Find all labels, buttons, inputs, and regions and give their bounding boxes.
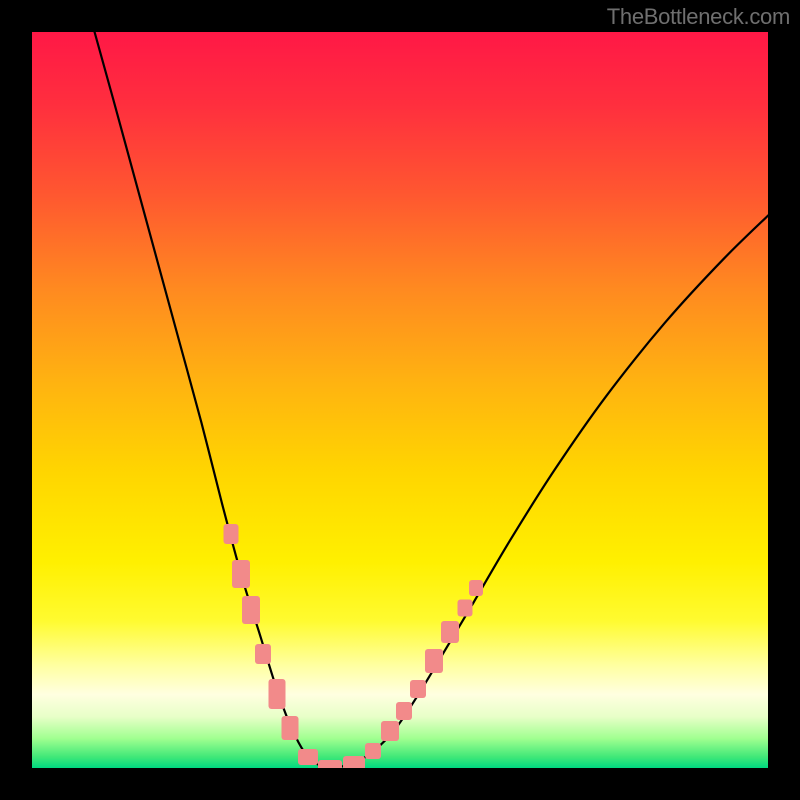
data-marker [381,721,399,741]
data-marker [318,760,342,768]
watermark-text: TheBottleneck.com [607,4,790,30]
data-marker [298,749,318,765]
data-marker [232,560,250,588]
curve-layer [32,32,768,768]
data-marker [281,716,298,740]
data-marker [441,621,459,643]
data-marker [242,596,260,624]
data-marker [410,680,426,698]
data-marker [255,644,271,664]
data-marker [365,743,381,759]
plot-area [32,32,768,768]
data-marker [269,679,286,709]
data-marker [457,599,472,616]
data-marker [469,580,483,596]
data-marker [223,524,238,544]
data-marker [396,702,412,720]
curve-right [330,209,768,768]
data-marker [425,649,443,673]
data-marker [343,756,365,768]
curve-left [81,32,330,767]
